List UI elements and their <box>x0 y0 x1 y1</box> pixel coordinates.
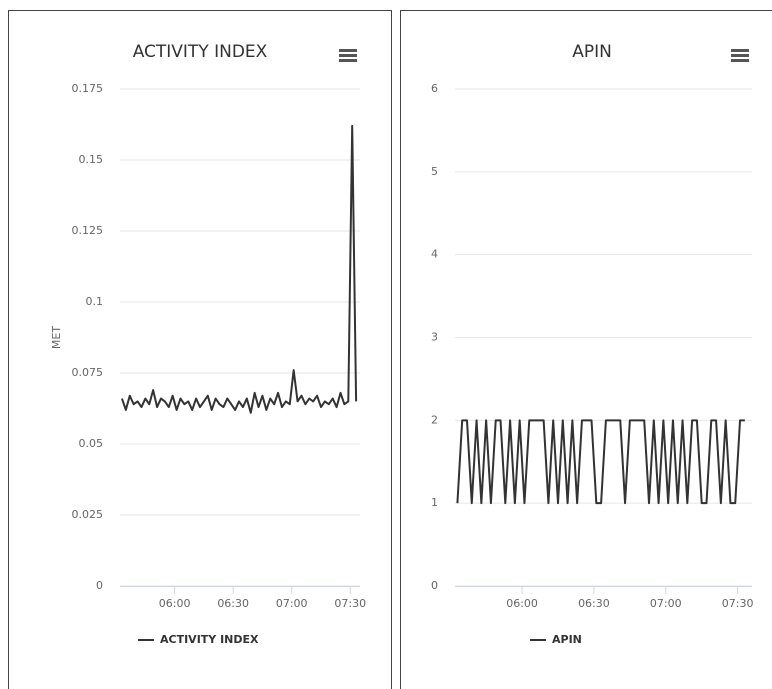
y-tick-label: 0.1 <box>86 295 104 308</box>
y-tick-label: 2 <box>431 413 438 426</box>
panel <box>8 10 392 689</box>
y-axis-title: MET <box>50 326 63 349</box>
y-tick-label: 0.175 <box>72 82 104 95</box>
x-tick-label: 07:30 <box>334 597 366 610</box>
panel <box>400 10 772 689</box>
y-tick-label: 0.05 <box>79 437 104 450</box>
y-tick-label: 4 <box>431 248 438 261</box>
x-tick-label: 07:00 <box>650 597 682 610</box>
y-tick-label: 3 <box>431 331 438 344</box>
menu-bar <box>731 49 749 52</box>
legend-label: APIN <box>552 633 582 646</box>
y-tick-label: 0.075 <box>72 366 104 379</box>
menu-bar <box>731 54 749 57</box>
y-tick-label: 0 <box>431 579 438 592</box>
menu-button[interactable] <box>731 49 749 62</box>
y-tick-label: 0.125 <box>72 224 104 237</box>
menu-button[interactable] <box>339 49 357 62</box>
x-tick-label: 06:30 <box>578 597 610 610</box>
x-tick-label: 06:00 <box>506 597 538 610</box>
data-line <box>121 124 358 414</box>
y-tick-label: 6 <box>431 82 438 95</box>
legend-label: ACTIVITY INDEX <box>160 633 259 646</box>
y-tick-label: 0 <box>96 579 103 592</box>
menu-bar <box>339 59 357 62</box>
y-tick-label: 1 <box>431 496 438 509</box>
x-tick-label: 07:00 <box>276 597 308 610</box>
y-tick-label: 5 <box>431 165 438 178</box>
y-tick-label: 0.15 <box>79 153 104 166</box>
chart-title: ACTIVITY INDEX <box>133 42 268 62</box>
chart-title: APIN <box>572 42 612 62</box>
data-line <box>456 419 745 505</box>
y-tick-label: 0.025 <box>72 508 104 521</box>
menu-bar <box>731 59 749 62</box>
menu-bar <box>339 54 357 57</box>
menu-bar <box>339 49 357 52</box>
x-tick-label: 06:30 <box>217 597 249 610</box>
x-tick-label: 07:30 <box>722 597 754 610</box>
x-tick-label: 06:00 <box>159 597 191 610</box>
